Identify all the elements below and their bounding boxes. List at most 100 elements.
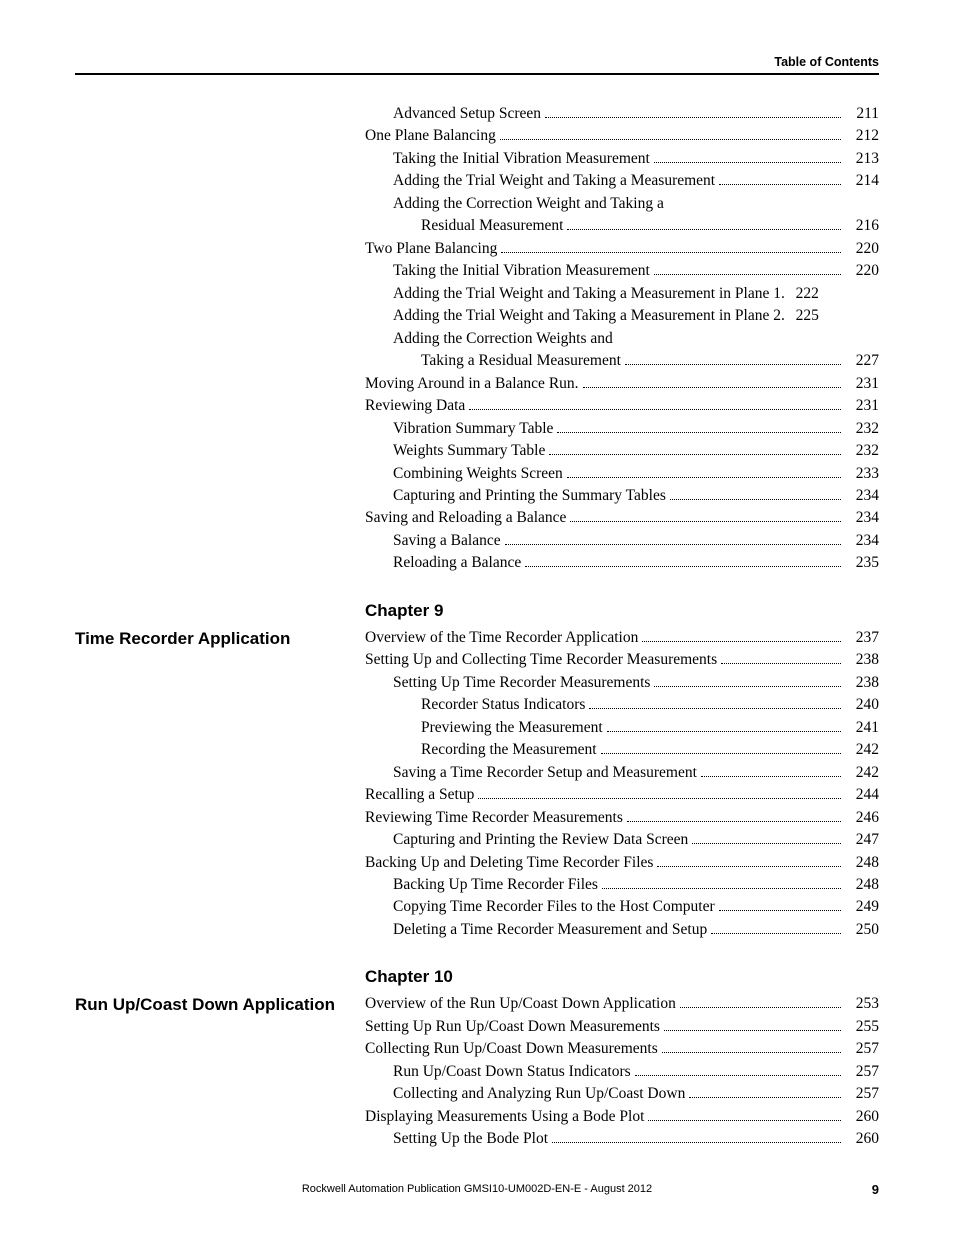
- toc-entry[interactable]: Collecting and Analyzing Run Up/Coast Do…: [365, 1083, 879, 1105]
- toc-entry-page: 242: [845, 762, 879, 784]
- toc-entry[interactable]: Recalling a Setup244: [365, 784, 879, 806]
- toc-leader-dots: [589, 697, 841, 709]
- toc-entry[interactable]: Taking the Initial Vibration Measurement…: [365, 148, 879, 170]
- toc-entry[interactable]: Taking the Initial Vibration Measurement…: [365, 260, 879, 282]
- toc-entry-page: 220: [845, 238, 879, 260]
- toc-entry[interactable]: Previewing the Measurement241: [365, 717, 879, 739]
- header-title: Table of Contents: [774, 55, 879, 69]
- footer-page-number: 9: [872, 1182, 879, 1197]
- toc-entry-page: 246: [845, 807, 879, 829]
- toc-entry[interactable]: Recorder Status Indicators240: [365, 694, 879, 716]
- toc-entry-page: 257: [845, 1038, 879, 1060]
- toc-leader-dots: [505, 533, 841, 545]
- toc-entry-text: Adding the Correction Weights and: [393, 328, 613, 350]
- toc-entry-text: Taking a Residual Measurement: [421, 350, 621, 372]
- toc-leader-dots: [654, 263, 841, 275]
- toc-entry-page: 237: [845, 627, 879, 649]
- toc-entry[interactable]: Residual Measurement216: [365, 215, 879, 237]
- toc-entry[interactable]: Run Up/Coast Down Status Indicators257: [365, 1061, 879, 1083]
- toc-leader-dots: [607, 720, 841, 732]
- toc-entry[interactable]: Setting Up Run Up/Coast Down Measurement…: [365, 1016, 879, 1038]
- toc-entry[interactable]: Copying Time Recorder Files to the Host …: [365, 896, 879, 918]
- toc-entry[interactable]: Vibration Summary Table232: [365, 418, 879, 440]
- toc-entry[interactable]: Adding the Correction Weights and: [365, 328, 879, 350]
- toc-entry-page: 255: [845, 1016, 879, 1038]
- toc-entry-text: Adding the Correction Weight and Taking …: [393, 193, 664, 215]
- toc-entry-text: Backing Up and Deleting Time Recorder Fi…: [365, 852, 653, 874]
- toc-entry[interactable]: Capturing and Printing the Summary Table…: [365, 485, 879, 507]
- toc-leader-dots: [525, 556, 841, 568]
- toc-entry[interactable]: Backing Up and Deleting Time Recorder Fi…: [365, 852, 879, 874]
- toc-entry[interactable]: Adding the Trial Weight and Taking a Mea…: [365, 170, 879, 192]
- toc-entry-page: 227: [845, 350, 879, 372]
- toc-entry[interactable]: Overview of the Run Up/Coast Down Applic…: [365, 993, 879, 1015]
- toc-entry[interactable]: Combining Weights Screen233: [365, 463, 879, 485]
- toc-entry[interactable]: Reviewing Data231: [365, 395, 879, 417]
- toc-entry[interactable]: Weights Summary Table232: [365, 440, 879, 462]
- toc-leader-dots: [664, 1019, 841, 1031]
- toc-leader-dots: [545, 106, 841, 118]
- toc-entry[interactable]: Taking a Residual Measurement 227: [365, 350, 879, 372]
- toc-entry-page: 257: [845, 1083, 879, 1105]
- toc-entry-text: Recalling a Setup: [365, 784, 474, 806]
- toc-leader-dots: [662, 1042, 841, 1054]
- toc-leader-dots: [501, 241, 841, 253]
- toc-entry[interactable]: Setting Up the Bode Plot260: [365, 1128, 879, 1150]
- toc-leader-dots: [627, 810, 841, 822]
- toc-entry-page: 211: [845, 103, 879, 125]
- toc-entry-page: 212: [845, 125, 879, 147]
- toc-entry-page: 240: [845, 694, 879, 716]
- toc-entry-page: 234: [845, 507, 879, 529]
- toc-entry-page: 249: [845, 896, 879, 918]
- toc-entry[interactable]: Moving Around in a Balance Run.231: [365, 373, 879, 395]
- toc-entry-page: 220: [845, 260, 879, 282]
- toc-entry-page: 216: [845, 215, 879, 237]
- toc-entry[interactable]: Displaying Measurements Using a Bode Plo…: [365, 1106, 879, 1128]
- toc-entry-page: 232: [845, 440, 879, 462]
- toc-entry[interactable]: Saving and Reloading a Balance234: [365, 507, 879, 529]
- section-title: Run Up/Coast Down Application: [75, 993, 345, 1018]
- toc-entry-page: 260: [845, 1106, 879, 1128]
- toc-entry[interactable]: Capturing and Printing the Review Data S…: [365, 829, 879, 851]
- toc-leader-dots: [552, 1131, 841, 1143]
- toc-leader-dots: [500, 129, 841, 141]
- toc-entry[interactable]: Two Plane Balancing220: [365, 238, 879, 260]
- toc-leader-dots: [657, 855, 841, 867]
- toc-entry[interactable]: Adding the Correction Weight and Taking …: [365, 193, 879, 215]
- page-footer: Rockwell Automation Publication GMSI10-U…: [75, 1183, 879, 1195]
- toc-leader-dots: [567, 466, 841, 478]
- toc-entry[interactable]: Reloading a Balance235: [365, 552, 879, 574]
- toc-entry-page: 257: [845, 1061, 879, 1083]
- toc-entry-page: 231: [845, 373, 879, 395]
- toc-leader-dots: [642, 630, 841, 642]
- toc-leader-dots: [635, 1064, 841, 1076]
- toc-entry[interactable]: Adding the Trial Weight and Taking a Mea…: [365, 283, 879, 305]
- toc-entry-page: 222: [785, 283, 819, 305]
- toc-entry[interactable]: Recording the Measurement242: [365, 739, 879, 761]
- toc-entry-page: 248: [845, 874, 879, 896]
- toc-leader-dots: [711, 922, 841, 934]
- toc-leader-dots: [583, 376, 841, 388]
- toc-entry-page: 241: [845, 717, 879, 739]
- toc-entry[interactable]: Advanced Setup Screen211: [365, 103, 879, 125]
- toc-entry[interactable]: Deleting a Time Recorder Measurement and…: [365, 919, 879, 941]
- footer-publication: Rockwell Automation Publication GMSI10-U…: [302, 1183, 652, 1195]
- toc-entry[interactable]: Collecting Run Up/Coast Down Measurement…: [365, 1038, 879, 1060]
- toc-leader-dots: [701, 765, 841, 777]
- toc-entry[interactable]: Setting Up and Collecting Time Recorder …: [365, 649, 879, 671]
- toc-leader-dots: [549, 443, 841, 455]
- toc-entry-text: Collecting and Analyzing Run Up/Coast Do…: [393, 1083, 685, 1105]
- toc-entry-text: Setting Up Run Up/Coast Down Measurement…: [365, 1016, 660, 1038]
- toc-entry[interactable]: Adding the Trial Weight and Taking a Mea…: [365, 305, 879, 327]
- toc-leader-dots: [719, 174, 841, 186]
- toc-entry[interactable]: Saving a Time Recorder Setup and Measure…: [365, 762, 879, 784]
- toc-entry-page: 232: [845, 418, 879, 440]
- toc-entry[interactable]: One Plane Balancing212: [365, 125, 879, 147]
- toc-entry[interactable]: Reviewing Time Recorder Measurements246: [365, 807, 879, 829]
- toc-entry[interactable]: Backing Up Time Recorder Files248: [365, 874, 879, 896]
- toc-leader-dots: [689, 1086, 841, 1098]
- toc-entry[interactable]: Setting Up Time Recorder Measurements238: [365, 672, 879, 694]
- toc-entry[interactable]: Overview of the Time Recorder Applicatio…: [365, 627, 879, 649]
- toc-entry[interactable]: Saving a Balance234: [365, 530, 879, 552]
- toc-entry-text: Overview of the Time Recorder Applicatio…: [365, 627, 638, 649]
